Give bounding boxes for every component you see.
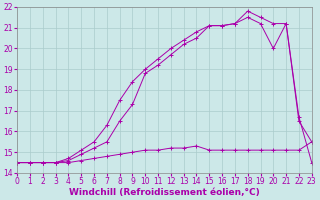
X-axis label: Windchill (Refroidissement éolien,°C): Windchill (Refroidissement éolien,°C) <box>69 188 260 197</box>
